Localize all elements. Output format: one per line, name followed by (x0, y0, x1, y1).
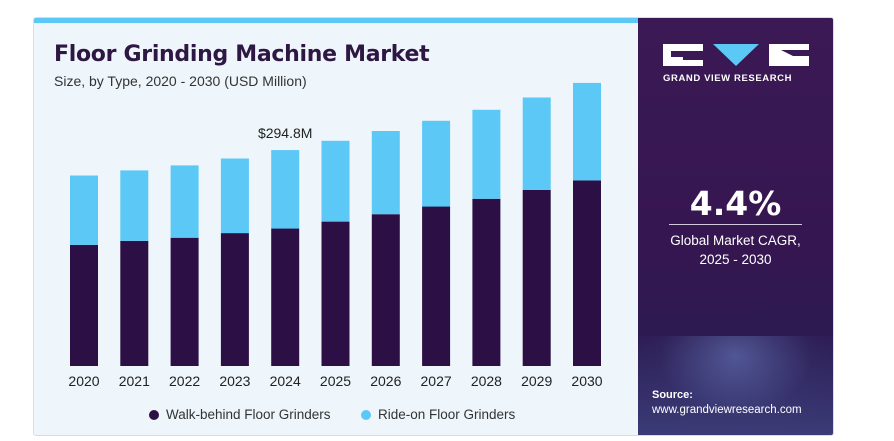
bar-ride-on-2026 (371, 131, 400, 215)
bar-chart: 2020 2021 2022 2023 2024 $294.8M 2025 2026 2027 2… (68, 82, 603, 389)
bar-walk-behind-2030 (573, 180, 601, 366)
bar-walk-behind-2021 (120, 240, 149, 366)
cagr-label-line2: 2025 - 2030 (699, 252, 772, 267)
bar-ride-on-2029 (522, 97, 551, 190)
bar-walk-behind-2023 (220, 233, 249, 366)
legend-item-walk-behind: Walk-behind Floor Grinders (149, 407, 331, 422)
x-tick-label-2029: 2029 (521, 373, 552, 389)
chart-title: Floor Grinding Machine Market (54, 42, 430, 67)
bar-ride-on-2030 (573, 82, 601, 181)
bar-ride-on-2022 (170, 165, 199, 238)
grand-view-research-logo (663, 44, 809, 66)
legend-label-walk-behind: Walk-behind Floor Grinders (166, 407, 331, 422)
x-tick-label-2023: 2023 (219, 373, 250, 389)
brand-sidebar: GRAND VIEW RESEARCH 4.4% Global Market C… (638, 18, 833, 435)
bar-walk-behind-2027 (422, 206, 451, 366)
chart-subtitle: Size, by Type, 2020 - 2030 (USD Million) (54, 73, 307, 89)
legend-swatch-walk-behind (149, 410, 159, 420)
bar-ride-on-2025 (321, 140, 350, 222)
source-label: Source: (652, 389, 693, 401)
x-tick-label-2021: 2021 (119, 373, 150, 389)
bar-walk-behind-2025 (321, 221, 350, 366)
legend-swatch-ride-on (361, 410, 371, 420)
cagr-label-line1: Global Market CAGR, (670, 233, 801, 248)
source-link[interactable]: www.grandviewresearch.com (652, 404, 802, 416)
bar-ride-on-2028 (472, 109, 501, 199)
legend-label-ride-on: Ride-on Floor Grinders (378, 407, 516, 422)
bar-walk-behind-2020 (70, 244, 98, 366)
accent-bar (34, 18, 638, 23)
x-tick-label-2030: 2030 (571, 373, 602, 389)
chart-panel: Floor Grinding Machine Market Size, by T… (34, 23, 638, 435)
x-tick-label-2024: 2024 (270, 373, 301, 389)
cagr-value: 4.4% (689, 184, 782, 223)
cagr-divider (669, 224, 802, 225)
x-tick-label-2020: 2020 (68, 373, 99, 389)
bar-ride-on-2027 (422, 120, 451, 207)
brand-name: GRAND VIEW RESEARCH (663, 73, 793, 84)
x-tick-label-2025: 2025 (320, 373, 351, 389)
x-tick-label-2026: 2026 (370, 373, 401, 389)
bar-walk-behind-2028 (472, 198, 501, 366)
bar-walk-behind-2029 (522, 190, 551, 366)
bar-walk-behind-2022 (170, 237, 199, 366)
cagr-label: Global Market CAGR, 2025 - 2030 (638, 231, 833, 269)
bar-walk-behind-2024 (271, 228, 300, 366)
bar-ride-on-2024 (271, 150, 300, 229)
x-tick-label-2028: 2028 (471, 373, 502, 389)
chart-card: Floor Grinding Machine Market Size, by T… (33, 17, 834, 436)
bar-walk-behind-2026 (371, 214, 400, 366)
legend-item-ride-on: Ride-on Floor Grinders (361, 407, 515, 422)
data-label-2024: $294.8M (258, 125, 312, 141)
x-tick-label-2022: 2022 (169, 373, 200, 389)
bar-ride-on-2023 (220, 158, 249, 234)
bar-ride-on-2020 (70, 175, 98, 245)
sidebar-glow (638, 336, 833, 435)
x-tick-label-2027: 2027 (421, 373, 452, 389)
bar-ride-on-2021 (120, 170, 149, 241)
